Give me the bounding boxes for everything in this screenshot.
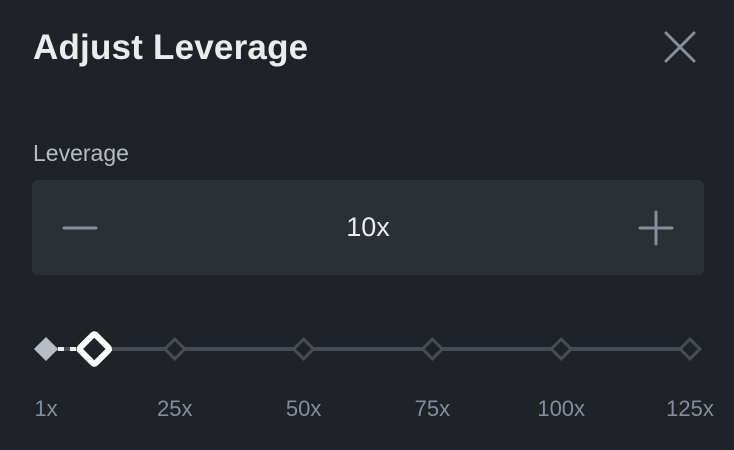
- slider-tick-label-1x[interactable]: 1x: [34, 396, 58, 421]
- slider-tick-label-75x[interactable]: 75x: [414, 396, 451, 421]
- slider-tick-label-25x[interactable]: 25x: [157, 396, 193, 421]
- slider-mark-75x[interactable]: [420, 336, 445, 362]
- slider-mark-125x[interactable]: [677, 336, 703, 362]
- increase-leverage-button[interactable]: [608, 180, 704, 275]
- leverage-value-input[interactable]: [128, 180, 608, 275]
- plus-icon: [638, 210, 674, 246]
- close-icon: [664, 31, 696, 63]
- slider-tick-labels: 1x 25x 50x 75x 100x 125x: [0, 392, 734, 426]
- close-button[interactable]: [660, 27, 700, 67]
- leverage-label: Leverage: [33, 140, 129, 166]
- slider-mark-1x[interactable]: [33, 336, 59, 362]
- slider-thumb[interactable]: [76, 331, 113, 367]
- slider-mark-50x[interactable]: [291, 336, 316, 362]
- slider-tick-label-125x[interactable]: 125x: [666, 396, 714, 421]
- leverage-slider[interactable]: [0, 320, 734, 380]
- decrease-leverage-button[interactable]: [32, 180, 128, 275]
- leverage-stepper: [32, 180, 704, 275]
- minus-icon: [62, 226, 98, 230]
- slider-mark-25x[interactable]: [162, 336, 187, 362]
- slider-mark-100x[interactable]: [549, 336, 574, 362]
- dialog-title: Adjust Leverage: [33, 28, 309, 67]
- slider-tick-label-50x[interactable]: 50x: [285, 396, 322, 421]
- slider-tick-label-100x[interactable]: 100x: [537, 396, 586, 421]
